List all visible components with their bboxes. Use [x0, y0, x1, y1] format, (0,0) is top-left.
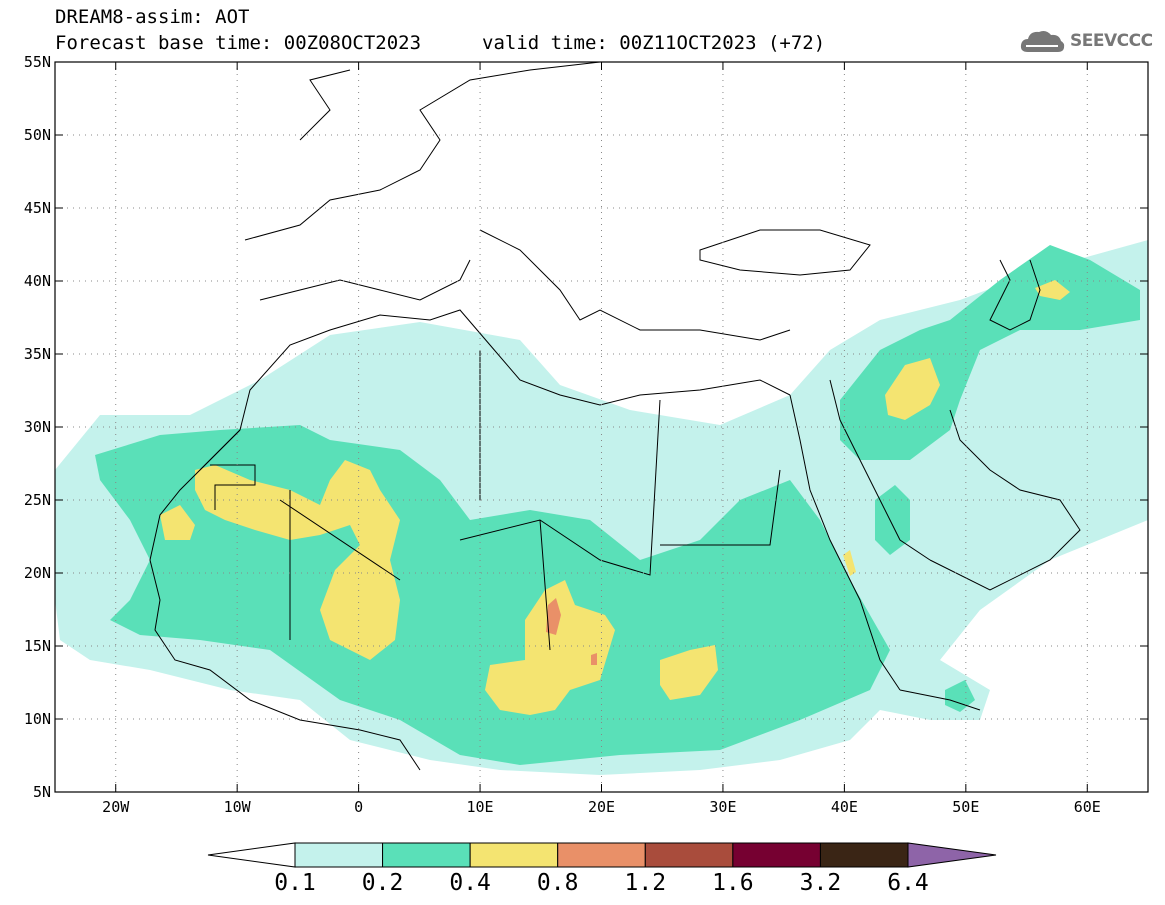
aot-contour-0.8	[591, 653, 597, 665]
y-tick-label: 30N	[24, 418, 51, 436]
colorbar-box	[294, 842, 384, 868]
colorbar-level-label: 0.8	[536, 870, 579, 896]
aot-contour-0.4	[660, 645, 718, 700]
colorbar-level-label: 0.2	[361, 870, 404, 896]
colorbar-level-label: 1.2	[624, 870, 667, 896]
colorbar-level-label: 0.4	[449, 870, 491, 896]
coastline-west-africa	[149, 429, 421, 771]
coastline-europe	[244, 62, 791, 341]
coastline-caspian	[989, 259, 1041, 331]
y-tick-label: 40N	[24, 272, 51, 290]
colorbar-box	[819, 842, 909, 868]
aot-contour-0.4	[160, 505, 195, 540]
x-tick-label: 30E	[709, 798, 736, 816]
aot-contour-0.4	[1035, 280, 1070, 300]
y-tick-label: 15N	[24, 637, 51, 655]
map-title: DREAM8-assim: AOT	[55, 6, 250, 28]
x-tick-label: 20E	[588, 798, 615, 816]
aot-contour-0.4	[885, 358, 940, 420]
logo-text: SEEVCCC	[1070, 31, 1153, 51]
x-tick-label: 10E	[467, 798, 494, 816]
x-tick-label: 0	[354, 798, 363, 816]
coastlines-borders	[149, 62, 1081, 771]
aot-contour-0.2	[875, 485, 910, 555]
colorbar-box	[732, 842, 821, 868]
colorbar-level-label: 0.1	[274, 870, 316, 896]
x-tick-label: 10W	[224, 798, 252, 816]
coastline-north-africa	[239, 309, 791, 431]
colorbar-level-label: 3.2	[799, 870, 842, 896]
x-tick-label: 40E	[831, 798, 858, 816]
y-tick-label: 55N	[24, 53, 51, 71]
graticule	[55, 62, 1148, 792]
valid-time: valid time: 00Z11OCT2023 (+72)	[482, 32, 826, 54]
y-tick-label: 10N	[24, 710, 51, 728]
cloud-icon	[1020, 31, 1065, 52]
coastline-red-sea	[789, 379, 931, 691]
colorbar-box	[557, 842, 646, 868]
aot-contour-0.4	[195, 460, 400, 660]
y-axis: 5N 10N 15N 20N 25N 30N 35N 40N 45N 50N 55N	[24, 53, 1148, 801]
y-tick-label: 35N	[24, 345, 51, 363]
seevccc-logo: SEEVCCC	[1018, 24, 1158, 58]
aot-contour-0.2	[945, 680, 975, 712]
aot-contour-0.4	[843, 550, 856, 576]
x-tick-label: 20W	[102, 798, 130, 816]
y-tick-label: 25N	[24, 491, 51, 509]
colorbar-level-label: 6.4	[887, 870, 929, 896]
colorbar-box	[382, 842, 471, 868]
aot-contour-0.8	[546, 598, 561, 635]
colorbar-level-label: 1.6	[712, 870, 754, 896]
y-tick-label: 45N	[24, 199, 51, 217]
colorbar	[207, 842, 997, 868]
border-lines	[199, 350, 781, 651]
x-tick-label: 50E	[952, 798, 979, 816]
y-tick-label: 20N	[24, 564, 51, 582]
forecast-base-time: Forecast base time: 00Z08OCT2023	[55, 32, 422, 54]
coastline-arabia	[899, 409, 1081, 711]
colorbar-box	[644, 842, 734, 868]
colorbar-box	[469, 842, 559, 868]
y-tick-label: 50N	[24, 126, 51, 144]
x-axis: 20W 10W 0 10E 20E 30E 40E 50E 60E	[102, 62, 1101, 816]
y-tick-label: 5N	[33, 783, 51, 801]
colorbar-over-arrow	[907, 842, 997, 868]
x-tick-label: 60E	[1074, 798, 1101, 816]
colorbar-under-arrow	[207, 842, 296, 868]
coastline-black-sea	[699, 229, 871, 276]
